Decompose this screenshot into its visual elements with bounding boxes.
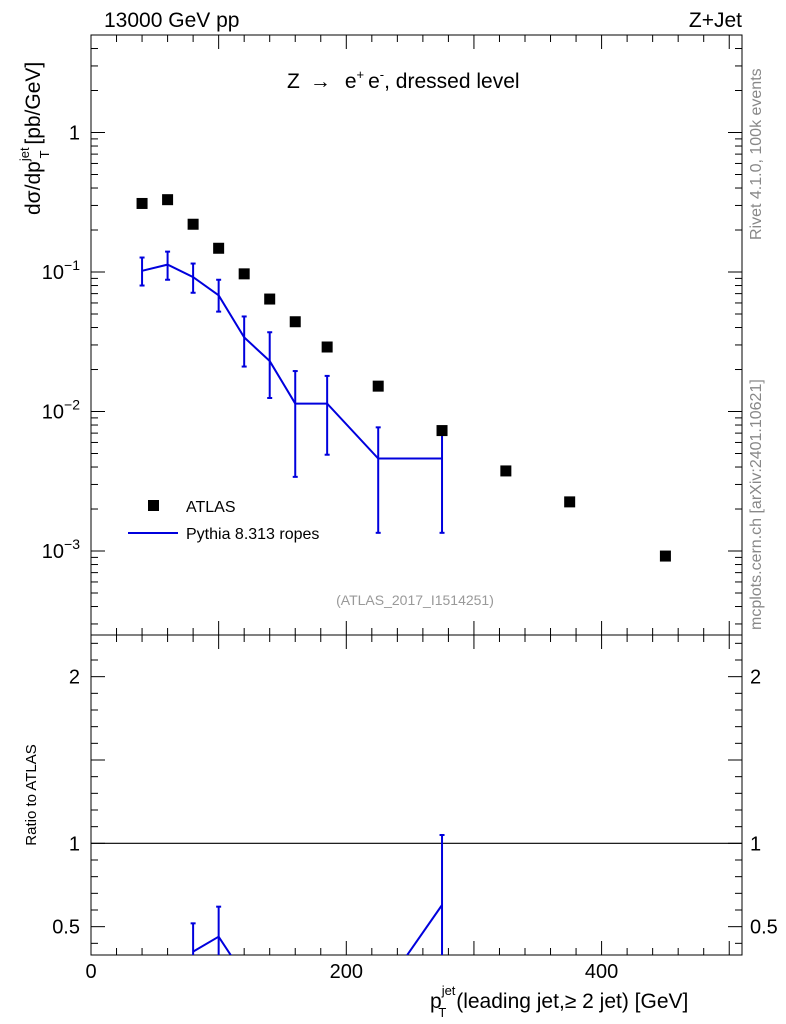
y-tick-label: 10−2: [42, 397, 80, 424]
x-axis-title-text: pjet T (leading jet,≥ 2 jet) [GeV]: [430, 983, 688, 1020]
legend: ATLAS Pythia 8.313 ropes: [128, 499, 319, 543]
legend-atlas-marker: [148, 500, 159, 511]
atlas-data-point: [213, 242, 225, 254]
ratio-panel-frame: [90, 634, 743, 956]
atlas-data-point: [136, 197, 148, 209]
legend-atlas-label: ATLAS: [186, 499, 236, 516]
ratio-y-axis-title: Ratio to ATLAS: [23, 744, 40, 845]
atlas-data-point: [500, 465, 512, 477]
pythia-line: [141, 263, 443, 460]
ratio-line: [405, 904, 443, 955]
rivet-version-label: Rivet 4.1.0, 100k events: [748, 68, 765, 240]
atlas-data-point: [372, 380, 384, 392]
header-right-label: Z+Jet: [689, 9, 742, 32]
y-tick-label: 10−3: [42, 536, 80, 563]
atlas-data-point: [659, 550, 671, 562]
atlas-data-point: [187, 218, 199, 230]
ratio-y-tick-label: 2: [69, 667, 80, 689]
x-tick-label: 0: [85, 961, 96, 983]
ratio-y-tick-label: 1: [69, 833, 80, 855]
ratio-y-tick-label-right: 2: [750, 667, 761, 689]
ratio-y-tick-label: 0.5: [52, 917, 80, 939]
ratio-line: [192, 935, 232, 955]
x-axis-title: pjet T (leading jet,≥ 2 jet) [GeV]: [430, 983, 688, 1020]
atlas-series: [136, 194, 671, 562]
ratio-y-tick-label-right: 1: [750, 833, 761, 855]
legend-pythia-label: Pythia 8.313 ropes: [186, 526, 319, 543]
axis-ticks: [90, 34, 742, 955]
atlas-data-point: [289, 316, 301, 328]
atlas-data-point: [264, 293, 276, 305]
atlas-data-point: [564, 496, 576, 508]
y-axis-title: dσ/dpjet T [pb/GeV]: [17, 62, 52, 215]
x-tick-label: 200: [330, 961, 363, 983]
plot-title-text: Z → e+ e-, dressed level: [287, 67, 520, 93]
ratio-y-tick-label-right: 0.5: [750, 917, 778, 939]
x-tick-label: 400: [585, 961, 618, 983]
atlas-data-point: [238, 268, 250, 280]
y-tick-label: 1: [69, 123, 80, 145]
mcplots-source-label: mcplots.cern.ch [arXiv:2401.10621]: [748, 379, 765, 630]
y-tick-label: 10−1: [42, 257, 80, 284]
plot-title: Z → e+ e-, dressed level: [287, 67, 520, 93]
atlas-data-point: [321, 341, 333, 353]
atlas-data-point: [162, 194, 174, 206]
header-left-label: 13000 GeV pp: [104, 9, 239, 32]
axis-tick-labels: 0 200 400 1 10−1 10−2 10−3 0.5 0.5 1 1 2 2: [42, 123, 778, 983]
atlas-data-point: [436, 425, 448, 437]
pythia-series: [139, 250, 445, 534]
analysis-id-label: (ATLAS_2017_I1514251): [336, 592, 494, 608]
main-panel-frame: [90, 34, 743, 636]
ratio-series: [190, 834, 445, 955]
y-axis-title-text: dσ/dpjet T [pb/GeV]: [17, 62, 52, 215]
